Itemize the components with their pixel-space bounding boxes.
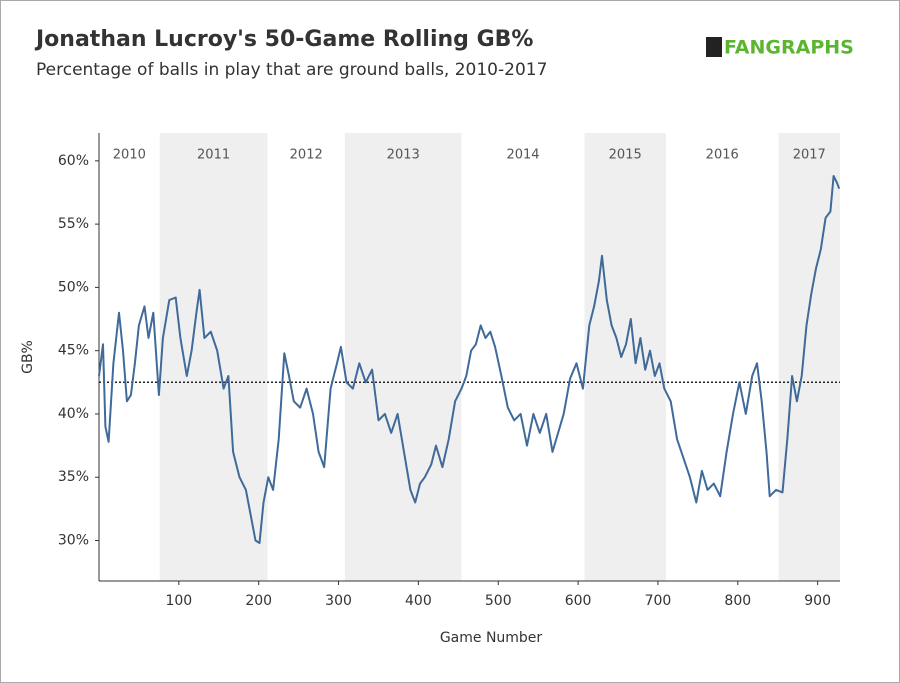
season-band (584, 133, 666, 581)
x-tick-label: 400 (405, 593, 432, 609)
x-tick-label: 700 (645, 593, 672, 609)
x-tick-label: 200 (245, 593, 272, 609)
y-tick-label: 45% (58, 343, 89, 359)
logo-icon (706, 37, 722, 57)
season-label: 2016 (706, 148, 739, 163)
x-tick-label: 100 (165, 593, 192, 609)
season-band (344, 133, 462, 581)
x-tick-label: 300 (325, 593, 352, 609)
logo: FANGRAPHS (724, 37, 854, 59)
y-tick-label: 35% (58, 469, 89, 485)
chart-subtitle: Percentage of balls in play that are gro… (36, 60, 547, 80)
x-tick-label: 600 (565, 593, 592, 609)
chart-title: Jonathan Lucroy's 50-Game Rolling GB% (34, 27, 533, 52)
season-label: 2010 (113, 148, 146, 163)
x-tick-label: 900 (804, 593, 831, 609)
data-line (98, 175, 841, 544)
x-tick-label: 800 (724, 593, 751, 609)
x-tick-label: 500 (485, 593, 512, 609)
y-axis-label: GB% (20, 340, 36, 374)
season-label: 2014 (506, 148, 539, 163)
y-tick-label: 60% (58, 153, 89, 169)
y-tick-label: 40% (58, 406, 89, 422)
season-label: 2015 (609, 148, 642, 163)
season-label: 2017 (793, 148, 826, 163)
y-tick-label: 50% (58, 279, 89, 295)
season-label: 2012 (290, 148, 323, 163)
y-tick-label: 30% (58, 533, 89, 549)
y-tick-label: 55% (58, 216, 89, 232)
season-label: 2013 (387, 148, 420, 163)
season-label: 2011 (197, 148, 230, 163)
x-axis-label: Game Number (440, 630, 543, 646)
